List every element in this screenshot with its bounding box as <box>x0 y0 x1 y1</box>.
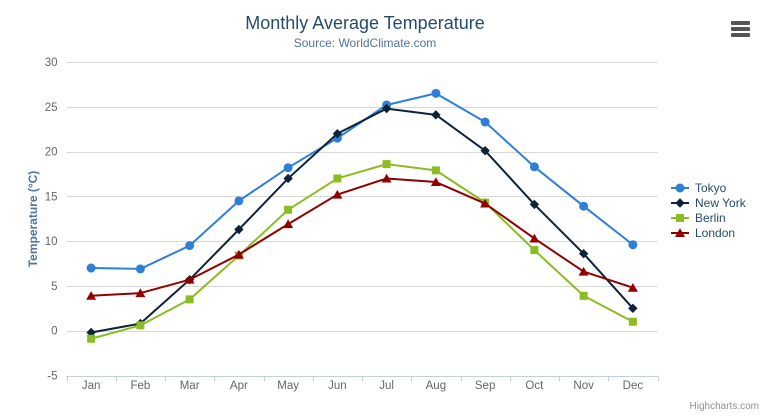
data-point-new-york-Nov[interactable] <box>578 248 589 259</box>
y-axis-label-15: 15 <box>45 191 58 203</box>
y-axis-label-30: 30 <box>45 57 58 69</box>
data-point-berlin-Oct[interactable] <box>530 246 539 255</box>
data-point-tokyo-Oct[interactable] <box>529 162 539 172</box>
data-point-new-york-Jul[interactable] <box>381 103 392 114</box>
data-point-new-york-Dec[interactable] <box>628 303 638 314</box>
data-point-new-york-Jun[interactable] <box>332 128 343 139</box>
y-axis-label-25: 25 <box>45 102 58 114</box>
legend-item-new-york[interactable]: New York <box>670 195 746 210</box>
data-point-new-york-May[interactable] <box>283 173 293 184</box>
y-axis-label-20: 20 <box>45 147 58 159</box>
chart-subtitle: Source: WorldClimate.com <box>293 36 437 50</box>
x-axis-label-Sep: Sep <box>475 380 495 392</box>
x-axis-label-Aug: Aug <box>426 380 446 392</box>
legend-item-tokyo[interactable]: Tokyo <box>670 180 746 195</box>
data-point-tokyo-Feb[interactable] <box>135 264 145 274</box>
hamburger-icon <box>731 21 750 37</box>
data-point-berlin-May[interactable] <box>284 205 293 214</box>
legend-marker-square-icon <box>671 213 689 222</box>
data-point-london-Nov[interactable] <box>578 266 589 276</box>
x-axis-label-Jun: Jun <box>328 380 347 392</box>
y-axis-label-5: 5 <box>51 281 57 293</box>
data-point-berlin-Jun[interactable] <box>333 174 342 183</box>
data-point-london-Aug[interactable] <box>430 177 441 187</box>
series-line-london[interactable] <box>90 177 634 297</box>
x-axis-label-Oct: Oct <box>525 380 544 392</box>
legend-label: London <box>695 225 736 240</box>
data-point-tokyo-Aug[interactable] <box>431 88 441 98</box>
chart-title: Monthly Average Temperature <box>245 13 485 33</box>
legend-symbol <box>675 183 685 192</box>
data-point-berlin-Mar[interactable] <box>185 295 194 304</box>
series-line-berlin[interactable] <box>90 163 634 340</box>
data-point-new-york-Sep[interactable] <box>480 145 490 156</box>
legend-item-berlin[interactable]: Berlin <box>670 210 746 225</box>
x-axis-label-Feb: Feb <box>130 380 150 392</box>
data-point-london-Mar[interactable] <box>184 274 195 284</box>
data-point-tokyo-Dec[interactable] <box>628 240 638 250</box>
y-axis-label--5: -5 <box>47 371 57 383</box>
data-point-london-Oct[interactable] <box>529 233 540 243</box>
legend-marker-triangle-icon <box>671 227 689 237</box>
x-axis-label-Jan: Jan <box>82 380 101 392</box>
legend-symbol <box>675 197 685 208</box>
legend-label: Berlin <box>695 210 726 225</box>
x-axis-label-May: May <box>277 380 299 392</box>
x-axis-label-Dec: Dec <box>623 380 644 392</box>
data-point-tokyo-May[interactable] <box>283 163 293 173</box>
legend-label: New York <box>695 195 746 210</box>
context-menu-button[interactable] <box>731 21 750 37</box>
data-point-new-york-Apr[interactable] <box>234 224 244 235</box>
data-point-new-york-Oct[interactable] <box>529 199 540 210</box>
credits-link[interactable]: Highcharts.com <box>689 401 759 412</box>
data-point-london-Jul[interactable] <box>381 173 392 183</box>
y-axis-title: Temperature (°C) <box>26 170 40 268</box>
data-point-london-Jun[interactable] <box>332 189 343 199</box>
legend-marker-diamond-icon <box>671 197 689 208</box>
series-line-new-york[interactable] <box>90 107 634 334</box>
y-axis-label-10: 10 <box>45 236 58 248</box>
legend-symbol <box>675 227 685 237</box>
data-point-tokyo-Apr[interactable] <box>234 196 244 206</box>
data-point-berlin-Jan[interactable] <box>87 334 96 343</box>
legend-symbol <box>676 213 684 222</box>
data-point-berlin-Feb[interactable] <box>136 321 145 330</box>
legend-marker-circle-icon <box>671 183 689 192</box>
data-point-london-Apr[interactable] <box>233 249 244 259</box>
data-point-london-Sep[interactable] <box>480 198 491 208</box>
data-point-london-Jan[interactable] <box>86 291 97 300</box>
x-axis-label-Jul: Jul <box>379 380 394 392</box>
data-point-berlin-Nov[interactable] <box>579 291 588 300</box>
data-point-tokyo-Nov[interactable] <box>579 201 589 211</box>
data-point-london-May[interactable] <box>283 219 294 229</box>
data-point-berlin-Aug[interactable] <box>431 166 440 175</box>
legend-item-london[interactable]: London <box>670 225 746 240</box>
legend: Tokyo New York Berlin London <box>670 180 746 240</box>
x-axis-label-Nov: Nov <box>573 380 594 392</box>
data-point-london-Dec[interactable] <box>627 283 638 292</box>
legend-label: Tokyo <box>695 180 727 195</box>
data-point-new-york-Aug[interactable] <box>431 110 441 120</box>
data-point-berlin-Dec[interactable] <box>628 317 637 326</box>
data-point-tokyo-Jan[interactable] <box>86 263 96 273</box>
x-axis-label-Apr: Apr <box>230 380 248 392</box>
data-point-tokyo-Sep[interactable] <box>480 117 490 127</box>
data-point-berlin-Jul[interactable] <box>382 160 391 169</box>
data-point-tokyo-Mar[interactable] <box>185 241 195 251</box>
data-point-london-Feb[interactable] <box>135 288 146 298</box>
y-axis-label-0: 0 <box>51 326 57 338</box>
series-line-tokyo[interactable] <box>90 92 634 270</box>
x-axis-label-Mar: Mar <box>180 380 200 392</box>
